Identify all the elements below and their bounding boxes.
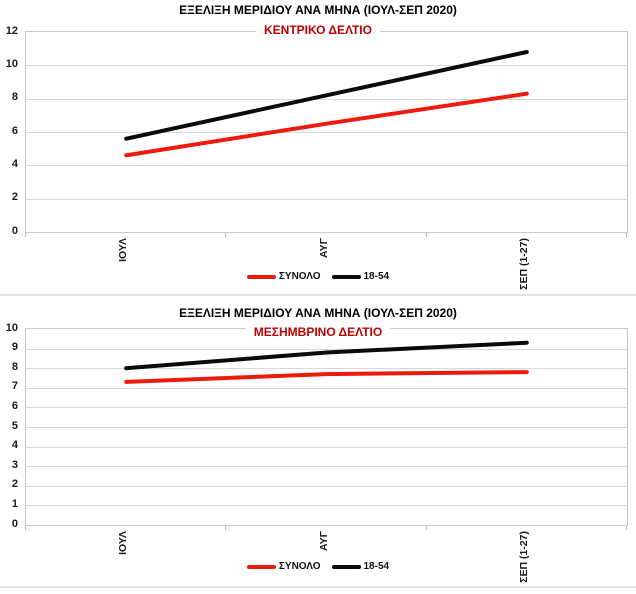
legend-line-swatch xyxy=(331,564,361,569)
x-axis-tick xyxy=(626,233,627,237)
chart-title: ΕΞΕΛΙΞΗ ΜΕΡΙΔΙΟΥ ΑΝΑ ΜΗΝΑ (ΙΟΥΛ-ΣΕΠ 2020… xyxy=(179,3,457,17)
x-axis-tick xyxy=(626,526,627,530)
y-axis-label: 2 xyxy=(11,191,18,204)
gridline xyxy=(26,505,627,507)
series-line-ΣΥΝΟΛΟ xyxy=(124,91,529,158)
y-axis-label: 8 xyxy=(11,91,18,104)
x-axis-tick xyxy=(225,526,227,530)
legend-line-swatch xyxy=(246,564,276,569)
y-axis-label: 3 xyxy=(11,458,18,471)
x-axis-label: ΣΕΠ (1-27) xyxy=(517,238,530,290)
y-axis: 12 10 8 6 4 2 0 xyxy=(0,0,19,294)
chart-subtitle: ΚΕΝΤΡΙΚΟ ΔΕΛΤΙΟ xyxy=(0,23,636,37)
x-axis-label: ΑΥΓ xyxy=(317,238,330,258)
chart-kentriko-deltio: ΕΞΕΛΙΞΗ ΜΕΡΙΔΙΟΥ ΑΝΑ ΜΗΝΑ (ΙΟΥΛ-ΣΕΠ 2020… xyxy=(0,0,636,296)
y-axis: 10 9 8 7 6 5 4 3 2 1 0 xyxy=(0,297,19,586)
y-axis-label: 4 xyxy=(11,157,18,170)
gridline xyxy=(26,132,627,133)
x-axis-label: ΑΥΓ xyxy=(317,531,330,551)
x-axis-tick xyxy=(25,233,26,237)
x-axis-label: ΙΟΥΛ xyxy=(117,238,130,262)
y-axis-label: 2 xyxy=(11,478,18,491)
plot-area xyxy=(25,31,628,233)
legend-item-18-54: 18-54 xyxy=(331,271,390,282)
legend-item-18-54: 18-54 xyxy=(331,561,390,572)
series-line-18-54 xyxy=(124,50,529,141)
chart-subtitle-text: ΚΕΝΤΡΙΚΟ ΔΕΛΤΙΟ xyxy=(256,23,380,37)
legend-label: ΣΥΝΟΛΟ xyxy=(278,271,321,282)
series-lines xyxy=(124,50,529,158)
gridline xyxy=(26,198,627,200)
x-axis-label: ΙΟΥΛ xyxy=(117,531,130,555)
y-axis-label: 6 xyxy=(11,399,18,412)
y-axis-label: 9 xyxy=(11,341,18,354)
y-axis-label: 1 xyxy=(11,497,18,510)
gridline xyxy=(26,65,627,67)
legend: ΣΥΝΟΛΟ 18-54 xyxy=(0,561,636,572)
plot-area xyxy=(25,328,628,526)
x-axis-tick xyxy=(425,233,427,237)
gridline xyxy=(26,165,627,167)
x-axis-tick xyxy=(425,526,427,530)
y-axis-label: 12 xyxy=(5,24,18,37)
x-axis-label: ΣΕΠ (1-27) xyxy=(517,531,530,583)
x-axis-tick xyxy=(225,233,227,237)
chart-subtitle: ΜΕΣΗΜΒΡΙΝΟ ΔΕΛΤΙΟ xyxy=(0,325,636,339)
y-axis-label: 6 xyxy=(11,124,18,137)
gridline xyxy=(26,98,627,100)
legend-label: 18-54 xyxy=(363,271,390,282)
gridline xyxy=(26,387,627,389)
legend-item-ΣΥΝΟΛΟ: ΣΥΝΟΛΟ xyxy=(246,561,321,572)
series-line-18-54 xyxy=(124,340,529,371)
y-axis-label: 0 xyxy=(11,517,18,530)
gridline xyxy=(26,348,627,350)
y-axis-label: 5 xyxy=(11,419,18,432)
gridline xyxy=(26,446,627,448)
gridline xyxy=(26,466,627,468)
gridline xyxy=(26,427,627,428)
chart-subtitle-text: ΜΕΣΗΜΒΡΙΝΟ ΔΕΛΤΙΟ xyxy=(245,325,391,339)
x-axis-tick xyxy=(25,526,26,530)
y-axis-label: 7 xyxy=(11,380,18,393)
series-line-ΣΥΝΟΛΟ xyxy=(124,370,529,384)
y-axis-label: 10 xyxy=(5,321,18,334)
y-axis-label: 0 xyxy=(11,224,18,237)
chart-title: ΕΞΕΛΙΞΗ ΜΕΡΙΔΙΟΥ ΑΝΑ ΜΗΝΑ (ΙΟΥΛ-ΣΕΠ 2020… xyxy=(179,306,457,320)
legend: ΣΥΝΟΛΟ 18-54 xyxy=(0,271,636,282)
series-lines xyxy=(124,340,529,384)
legend-label: 18-54 xyxy=(363,561,390,572)
y-axis-label: 10 xyxy=(5,57,18,70)
gridline xyxy=(26,485,627,487)
gridline xyxy=(26,407,627,409)
y-axis-label: 4 xyxy=(11,439,18,452)
legend-line-swatch xyxy=(331,274,361,279)
legend-item-ΣΥΝΟΛΟ: ΣΥΝΟΛΟ xyxy=(246,271,321,282)
chart-mesimvrino-deltio: ΕΞΕΛΙΞΗ ΜΕΡΙΔΙΟΥ ΑΝΑ ΜΗΝΑ (ΙΟΥΛ-ΣΕΠ 2020… xyxy=(0,297,636,588)
gridline xyxy=(26,368,627,370)
y-axis-label: 8 xyxy=(11,360,18,373)
legend-label: ΣΥΝΟΛΟ xyxy=(278,561,321,572)
legend-line-swatch xyxy=(246,274,276,279)
